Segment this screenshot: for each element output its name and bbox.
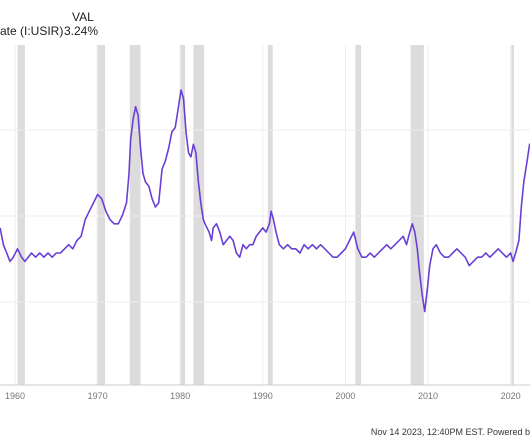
- x-tick-label: 1980: [170, 391, 190, 401]
- series-line: [0, 89, 530, 313]
- x-tick-label: 1990: [253, 391, 273, 401]
- legend-series-label: ate (I:USIR): [0, 24, 64, 38]
- shaded-band: [511, 45, 514, 385]
- x-axis-tick-labels: 1960 1970 1980 1990 2000 2010 2020: [5, 391, 521, 401]
- shaded-band: [129, 45, 141, 385]
- chart-footer: Nov 14 2023, 12:40PM EST. Powered b: [370, 427, 530, 437]
- shaded-bands: [17, 45, 514, 385]
- series-lines: [0, 89, 530, 313]
- gridlines: [0, 45, 530, 386]
- shaded-band: [410, 45, 424, 385]
- shaded-band: [96, 45, 106, 385]
- shaded-band: [17, 45, 25, 385]
- shaded-band: [180, 45, 186, 385]
- shaded-band: [193, 45, 205, 385]
- x-tick-label: 1970: [88, 391, 108, 401]
- legend-value: 3.24%: [64, 24, 99, 38]
- x-tick-label: 2000: [335, 391, 355, 401]
- x-tick-label: 2010: [418, 391, 438, 401]
- x-tick-label: 2020: [501, 391, 521, 401]
- x-tick-label: 1960: [5, 391, 25, 401]
- shaded-band: [355, 45, 362, 385]
- legend-value-header: VAL: [72, 10, 94, 24]
